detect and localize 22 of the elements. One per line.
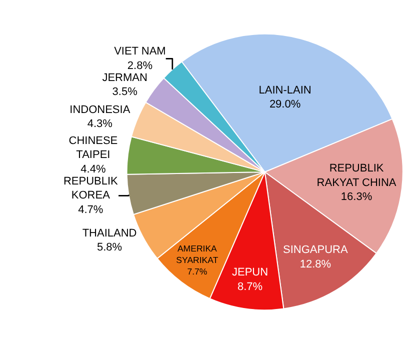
- data-label: 29.0%: [269, 98, 301, 111]
- slice-label: JEPUN: [232, 266, 268, 279]
- data-label: 16.3%: [340, 191, 372, 204]
- data-label: 3.5%: [112, 86, 138, 98]
- data-label: 12.8%: [300, 258, 332, 270]
- slice-label: LAIN-LAIN: [258, 84, 312, 96]
- data-label: 8.7%: [237, 280, 263, 293]
- data-label: 4.4%: [80, 163, 106, 176]
- slice-label: CHINESE TAIPEI: [68, 134, 118, 162]
- slice-label: THAILAND: [82, 227, 137, 240]
- data-label: 2.8%: [127, 60, 153, 72]
- slice-label: REPUBLIK RAKYAT CHINA: [316, 162, 397, 189]
- data-label: 7.7%: [187, 266, 208, 276]
- data-label: 4.7%: [78, 204, 104, 216]
- slice-label: JERMAN: [102, 72, 148, 84]
- slice-label: SINGAPURA: [283, 244, 348, 256]
- slice-label: AMERIKA SYARIKAT: [176, 244, 219, 265]
- data-label: 5.8%: [97, 242, 122, 254]
- slice-label: VIET NAM: [114, 46, 166, 58]
- data-label: 4.3%: [87, 118, 113, 130]
- slice-label: INDONESIA: [70, 104, 131, 116]
- slice-label: REPUBLIK KOREA: [63, 175, 119, 202]
